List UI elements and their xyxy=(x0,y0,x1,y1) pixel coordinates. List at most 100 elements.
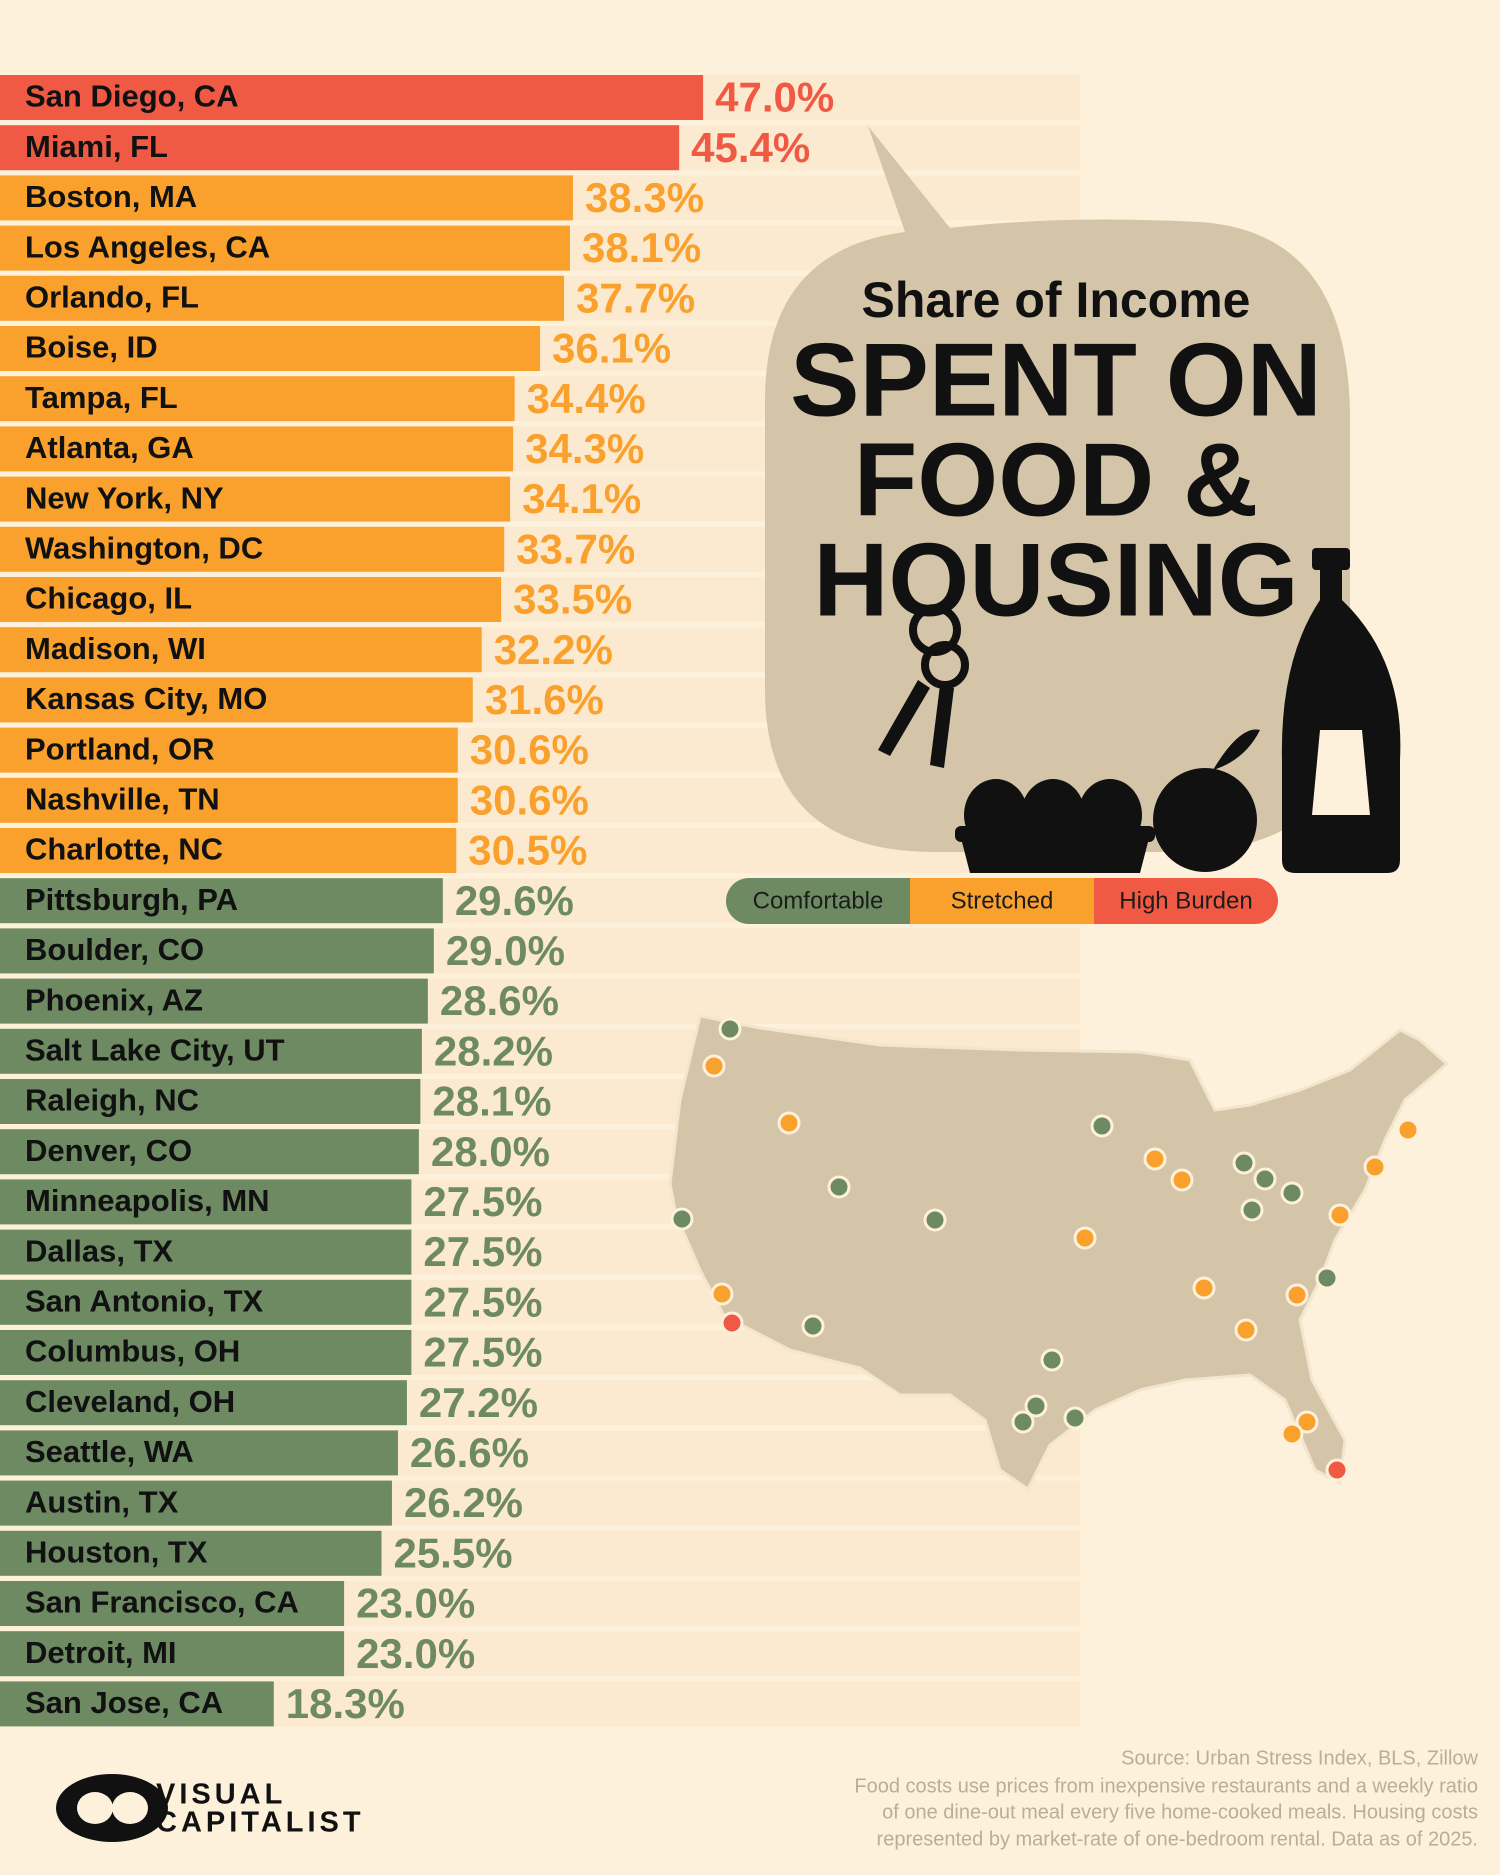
category-label: Nashville, TN xyxy=(25,781,220,816)
category-label: Salt Lake City, UT xyxy=(25,1032,285,1067)
bar xyxy=(0,1028,422,1074)
value-label: 38.3% xyxy=(585,174,704,221)
bar xyxy=(0,928,434,974)
legend-swatch xyxy=(910,878,1094,924)
category-label: San Francisco, CA xyxy=(25,1585,299,1620)
value-label: 34.4% xyxy=(527,375,646,422)
value-label: 36.1% xyxy=(552,325,671,372)
value-label: 29.0% xyxy=(446,927,565,974)
speech-bubble xyxy=(765,126,1350,852)
category-label: San Jose, CA xyxy=(25,1685,223,1720)
category-label: Boulder, CO xyxy=(25,932,204,967)
bar xyxy=(0,1430,398,1476)
value-label: 37.7% xyxy=(576,274,695,321)
title-line: FOOD & xyxy=(854,422,1258,538)
value-label: 27.5% xyxy=(423,1178,542,1225)
bar xyxy=(0,1229,412,1275)
category-label: Seattle, WA xyxy=(25,1434,194,1469)
category-label: Raleigh, NC xyxy=(25,1083,199,1118)
value-label: 18.3% xyxy=(286,1680,405,1727)
bar xyxy=(0,75,704,120)
category-label: Atlanta, GA xyxy=(25,430,194,465)
value-label: 45.4% xyxy=(691,124,810,171)
bar xyxy=(0,1380,407,1426)
category-label: Denver, CO xyxy=(25,1133,192,1168)
bar xyxy=(0,1530,382,1576)
value-label: 34.3% xyxy=(525,425,644,472)
bar xyxy=(0,426,514,472)
bar xyxy=(0,1330,412,1375)
category-label: Houston, TX xyxy=(25,1534,208,1569)
bar xyxy=(0,476,511,522)
category-label: Boston, MA xyxy=(25,179,197,214)
value-label: 30.6% xyxy=(470,726,589,773)
bar xyxy=(0,978,428,1024)
bar xyxy=(0,1079,421,1124)
value-label: 30.6% xyxy=(470,776,589,823)
category-label: Cleveland, OH xyxy=(25,1384,235,1419)
value-label: 30.5% xyxy=(468,827,587,874)
category-label: Minneapolis, MN xyxy=(25,1183,270,1218)
bar xyxy=(0,326,541,371)
bar xyxy=(0,225,570,271)
category-label: Orlando, FL xyxy=(25,279,199,314)
note: of one dine-out meal every five home-coo… xyxy=(882,1801,1478,1823)
bar xyxy=(0,777,458,823)
title-line: HOUSING xyxy=(813,522,1298,638)
bar xyxy=(0,125,680,171)
bar xyxy=(0,526,505,572)
value-label: 25.5% xyxy=(393,1529,512,1576)
value-label: 33.7% xyxy=(516,525,635,572)
legend-label: Stretched xyxy=(951,887,1054,914)
bar xyxy=(0,376,515,422)
category-label: Pittsburgh, PA xyxy=(25,882,238,917)
value-label: 27.5% xyxy=(423,1278,542,1325)
title-line: SPENT ON xyxy=(790,322,1322,438)
category-label: Chicago, IL xyxy=(25,581,192,616)
value-label: 27.2% xyxy=(419,1379,538,1426)
value-label: 29.6% xyxy=(455,877,574,924)
category-label: Detroit, MI xyxy=(25,1635,177,1670)
category-label: Phoenix, AZ xyxy=(25,982,203,1017)
bar xyxy=(0,1631,345,1677)
category-label: Madison, WI xyxy=(25,631,206,666)
value-label: 26.2% xyxy=(404,1479,523,1526)
value-label: 23.0% xyxy=(356,1630,475,1677)
bar xyxy=(0,1480,392,1526)
value-label: 23.0% xyxy=(356,1580,475,1627)
value-label: 33.5% xyxy=(513,576,632,623)
legend-swatch xyxy=(1094,878,1278,924)
category-label: Columbus, OH xyxy=(25,1334,240,1369)
bar xyxy=(0,828,457,873)
bar xyxy=(0,677,473,723)
note: Food costs use prices from inexpensive r… xyxy=(854,1775,1478,1797)
category-label: New York, NY xyxy=(25,480,224,515)
value-label: 32.2% xyxy=(494,626,613,673)
logo-text: CAPITALIST xyxy=(156,1807,365,1839)
category-label: Charlotte, NC xyxy=(25,832,223,867)
bar xyxy=(0,1681,274,1727)
bar xyxy=(0,1179,412,1225)
value-label: 28.2% xyxy=(434,1027,553,1074)
category-label: Portland, OR xyxy=(25,731,214,766)
value-label: 26.6% xyxy=(410,1429,529,1476)
legend-label: High Burden xyxy=(1119,887,1252,914)
bar xyxy=(0,275,564,321)
category-label: Los Angeles, CA xyxy=(25,229,270,264)
value-label: 47.0% xyxy=(715,74,834,121)
value-label: 38.1% xyxy=(582,224,701,271)
category-label: Boise, ID xyxy=(25,330,158,365)
bar xyxy=(0,175,573,221)
value-label: 28.1% xyxy=(432,1078,551,1125)
map-dots xyxy=(670,1017,1420,1482)
bar xyxy=(0,878,443,924)
title: Share of Income xyxy=(862,272,1251,328)
value-label: 28.6% xyxy=(440,977,559,1024)
bar xyxy=(0,627,482,673)
bar xyxy=(0,577,502,622)
value-label: 28.0% xyxy=(431,1128,550,1175)
logo-text: VISUAL xyxy=(156,1779,286,1811)
category-label: San Antonio, TX xyxy=(25,1283,264,1318)
